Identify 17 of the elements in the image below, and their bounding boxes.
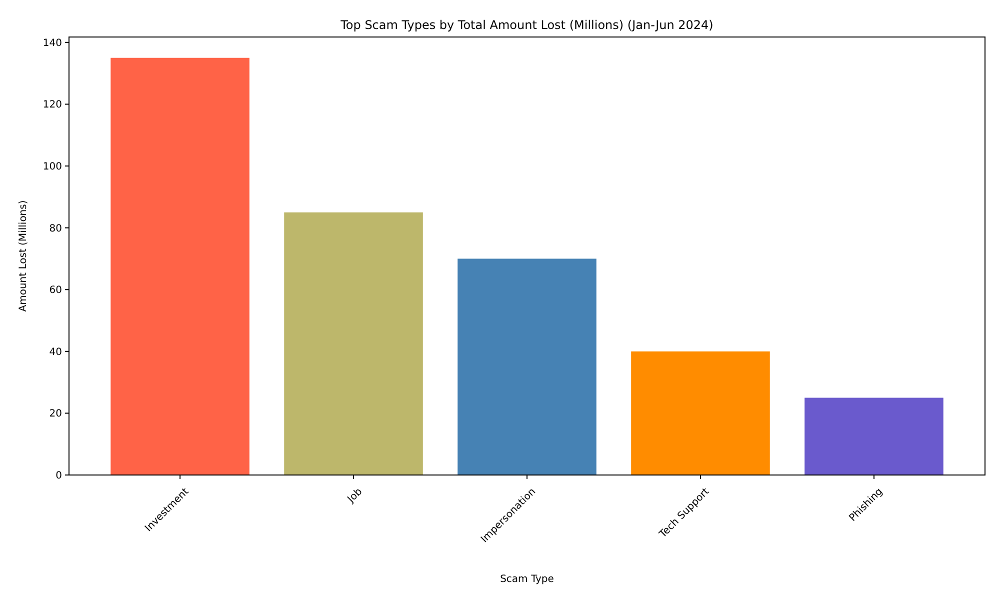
- x-axis-title: Scam Type: [500, 574, 554, 585]
- x-tick-label: Job: [345, 486, 365, 506]
- y-tick-label: 140: [42, 38, 62, 49]
- y-tick-label: 100: [42, 162, 62, 173]
- y-tick-label: 60: [49, 285, 62, 296]
- bar: [284, 212, 423, 475]
- bar: [110, 58, 250, 475]
- y-axis-title: Amount Lost (Millions): [18, 200, 29, 312]
- y-tick-label: 40: [49, 346, 62, 358]
- chart-title: Top Scam Types by Total Amount Lost (Millions) (Jan-Jun 2024): [340, 18, 714, 32]
- bar: [458, 258, 596, 475]
- bar: [804, 398, 944, 475]
- y-tick-label: 80: [49, 223, 62, 234]
- y-tick-label: 0: [56, 470, 62, 482]
- y-tick-label: 20: [49, 408, 62, 420]
- bar: [631, 351, 770, 475]
- y-tick-label: 120: [42, 100, 62, 111]
